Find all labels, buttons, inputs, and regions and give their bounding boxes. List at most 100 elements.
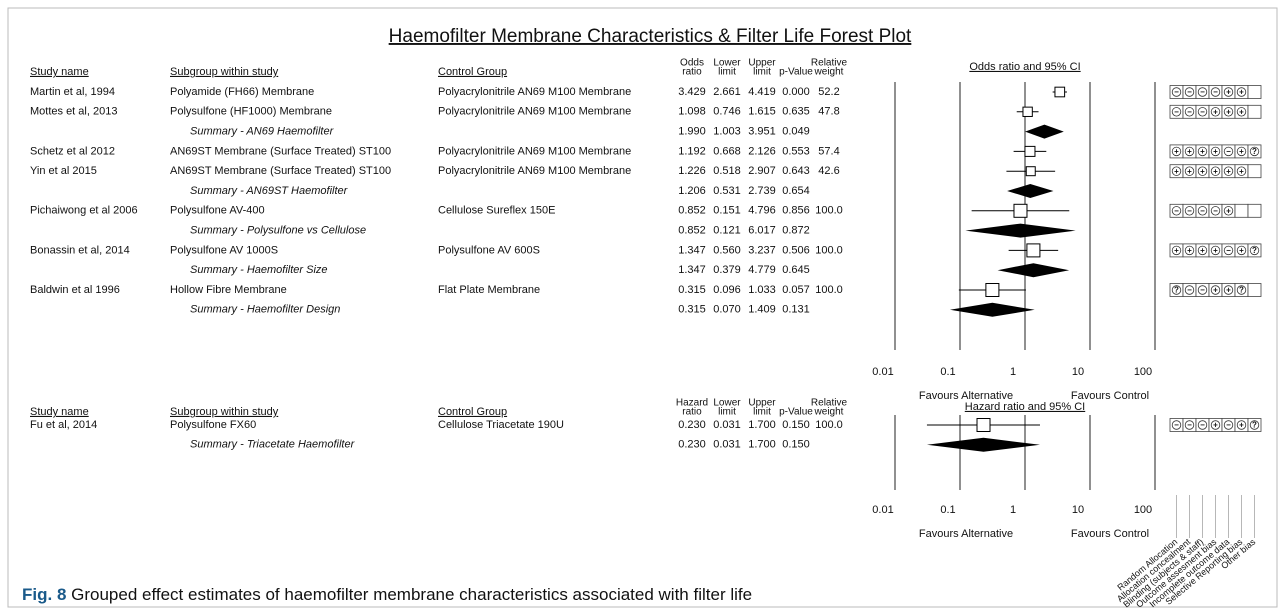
value-label: 1.409 (748, 304, 776, 316)
bias-circle (1197, 107, 1208, 117)
value-label: 4.796 (748, 205, 776, 217)
value-label: 100.0 (815, 419, 843, 431)
value-label: 0.315 (678, 284, 706, 296)
value-label: 52.2 (818, 86, 839, 98)
bias-circle (1171, 420, 1182, 430)
subgroup: Summary - Haemofilter Size (190, 264, 328, 276)
bias-circle (1171, 206, 1182, 216)
bias-symbol: − (1200, 107, 1205, 116)
bias-symbol: + (1226, 286, 1231, 295)
value-label: 0.872 (782, 225, 810, 237)
bias-symbol: − (1200, 88, 1205, 97)
caption: Fig. 8 Grouped effect estimates of haemo… (22, 585, 752, 604)
bias-box (1247, 203, 1262, 218)
value-label: 0.553 (782, 145, 810, 157)
study-name: Yin et al 2015 (30, 165, 97, 177)
bias-box (1247, 104, 1262, 119)
value-label: 0.049 (782, 126, 810, 138)
bias-circle (1184, 107, 1195, 117)
value-label: 0.031 (713, 439, 741, 451)
bias-symbol: ? (1252, 246, 1257, 255)
bias-circle (1210, 146, 1221, 157)
bias-symbol: − (1174, 421, 1179, 430)
value-label: 0.031 (713, 419, 741, 431)
column-header: Relative (811, 398, 848, 409)
bias-circle (1223, 420, 1234, 430)
value-label: 0.856 (782, 205, 810, 217)
x-tick-label: 0.1 (940, 366, 955, 378)
value-label: 0.746 (713, 106, 741, 118)
value-label: 1.226 (678, 165, 706, 177)
value-label: 3.429 (678, 86, 706, 98)
value-label: 4.419 (748, 86, 776, 98)
bias-circle (1171, 87, 1182, 97)
bias-circle (1223, 146, 1234, 157)
value-label: 100.0 (815, 244, 843, 256)
x-tick-label: 0.01 (872, 504, 893, 516)
effect-square (1025, 166, 1036, 177)
x-tick-label: 1 (1010, 504, 1016, 516)
value-label: 100.0 (815, 205, 843, 217)
bias-symbol: + (1200, 167, 1205, 176)
x-tick-label: 10 (1072, 504, 1084, 516)
bias-symbol: + (1213, 286, 1218, 295)
bias-circle (1210, 420, 1221, 430)
bias-circle (1197, 87, 1208, 97)
bias-symbol: + (1239, 421, 1244, 430)
value-label: 3.951 (748, 126, 776, 138)
value-label: 0.096 (713, 284, 741, 296)
bias-symbol: − (1187, 107, 1192, 116)
bias-symbol: + (1200, 147, 1205, 156)
bias-symbol: + (1213, 421, 1218, 430)
subgroup: Hollow Fibre Membrane (170, 284, 287, 296)
favours-label: Favours Alternative (919, 528, 1013, 540)
column-header: ratio (682, 407, 702, 418)
bias-circle (1249, 420, 1260, 430)
bias-circle (1171, 285, 1182, 295)
subgroup: Summary - Polysulfone vs Cellulose (190, 225, 366, 237)
subgroup: AN69ST Membrane (Surface Treated) ST100 (170, 165, 391, 177)
summary-diamond (1025, 124, 1064, 139)
bias-circle (1210, 166, 1221, 176)
study-name: Mottes et al, 2013 (30, 106, 117, 118)
bias-circle (1197, 146, 1208, 157)
value-label: 0.506 (782, 244, 810, 256)
value-label: 1.033 (748, 284, 776, 296)
bias-circle (1236, 420, 1247, 430)
control-group: Polyacrylonitrile AN69 M100 Membrane (438, 106, 631, 118)
value-label: 100.0 (815, 284, 843, 296)
bias-circle (1171, 107, 1182, 117)
bias-circle (1184, 285, 1195, 295)
control-group: Polyacrylonitrile AN69 M100 Membrane (438, 145, 631, 157)
x-tick-label: 100 (1134, 504, 1152, 516)
bias-symbol: − (1213, 206, 1218, 215)
bias-symbol: + (1239, 88, 1244, 97)
x-tick-label: 1 (1010, 366, 1016, 378)
column-header: Upper (748, 58, 776, 69)
value-label: 3.237 (748, 244, 776, 256)
value-label: 0.121 (713, 225, 741, 237)
value-label: 0.131 (782, 304, 810, 316)
value-label: 42.6 (818, 165, 839, 177)
column-header: weight (814, 407, 844, 418)
value-label: 0.151 (713, 205, 741, 217)
bias-circle (1223, 206, 1234, 216)
value-label: 57.4 (818, 145, 839, 157)
value-label: 2.126 (748, 145, 776, 157)
subgroup: Summary - Haemofilter Design (190, 304, 340, 316)
study-name: Martin et al, 1994 (30, 86, 115, 98)
column-header: limit (718, 407, 736, 418)
study-name: Schetz et al 2012 (30, 145, 115, 157)
effect-square (1026, 243, 1041, 258)
column-header: p-Value (779, 67, 813, 78)
column-header: Lower (713, 58, 741, 69)
control-group: Polyacrylonitrile AN69 M100 Membrane (438, 86, 631, 98)
value-label: 1.700 (748, 439, 776, 451)
bias-circle (1184, 166, 1195, 176)
column-header: Subgroup within study (170, 406, 279, 418)
value-label: 1.615 (748, 106, 776, 118)
x-tick-label: 0.1 (940, 504, 955, 516)
bias-symbol: − (1187, 286, 1192, 295)
value-label: 0.070 (713, 304, 741, 316)
